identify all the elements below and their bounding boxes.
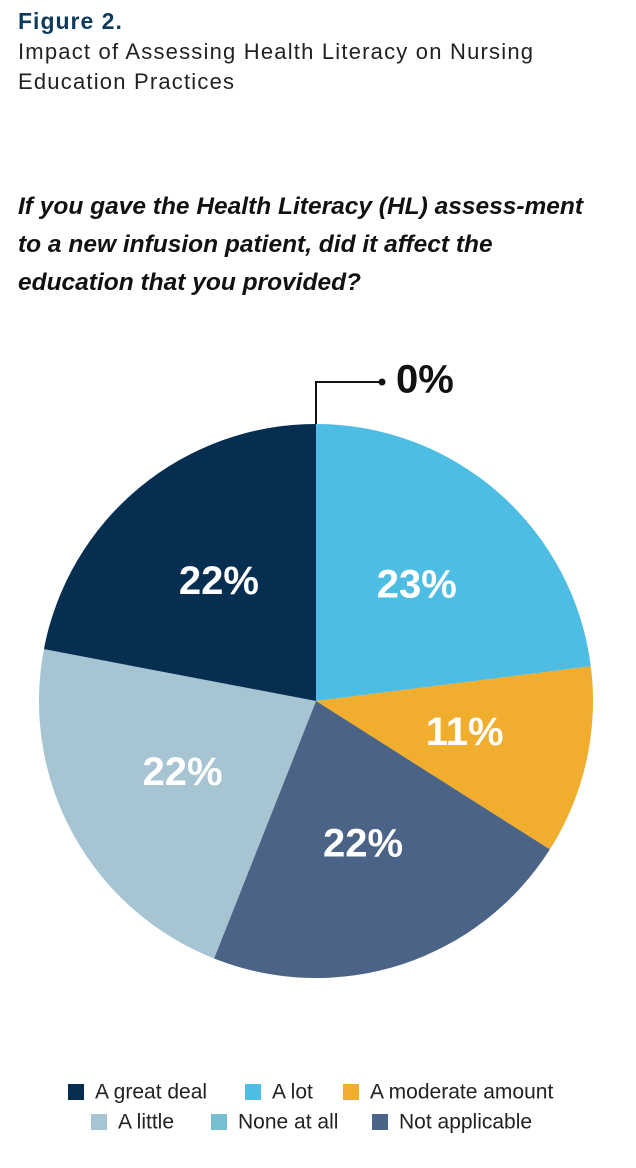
legend-swatch — [245, 1084, 261, 1100]
data-label: 11% — [426, 710, 504, 754]
legend-swatch — [91, 1114, 107, 1130]
callout-line — [315, 381, 382, 424]
callout-dot — [378, 378, 386, 386]
legend-label: None at all — [238, 1111, 338, 1134]
legend-swatch — [372, 1114, 388, 1130]
legend-label: A little — [118, 1111, 174, 1134]
legend-label: A lot — [272, 1081, 313, 1104]
pie-slice — [316, 424, 591, 701]
data-label: 22% — [179, 559, 259, 603]
chart-subtitle: Impact of Assessing Health Literacy on N… — [18, 39, 535, 94]
pie-slice — [316, 666, 594, 850]
question: If you gave the Health Literacy (HL) ass… — [18, 193, 584, 296]
pie-slice — [39, 649, 317, 959]
legend-swatch — [211, 1114, 227, 1130]
data-label: 23% — [377, 562, 457, 606]
pie-slice — [43, 424, 316, 701]
chart-title: Figure 2. — [18, 8, 123, 34]
header: Figure 2. Impact of Assessing Health Lit… — [18, 8, 628, 97]
legend-label: Not applicable — [399, 1111, 532, 1134]
legend-swatch — [68, 1084, 84, 1100]
data-label: 0% — [396, 358, 454, 402]
legend-label: A moderate amount — [370, 1081, 553, 1104]
legend-swatch — [343, 1084, 359, 1100]
pie-slice — [214, 701, 550, 978]
legend-label: A great deal — [95, 1081, 207, 1104]
data-label: 22% — [323, 821, 403, 865]
data-label: 22% — [142, 750, 222, 794]
